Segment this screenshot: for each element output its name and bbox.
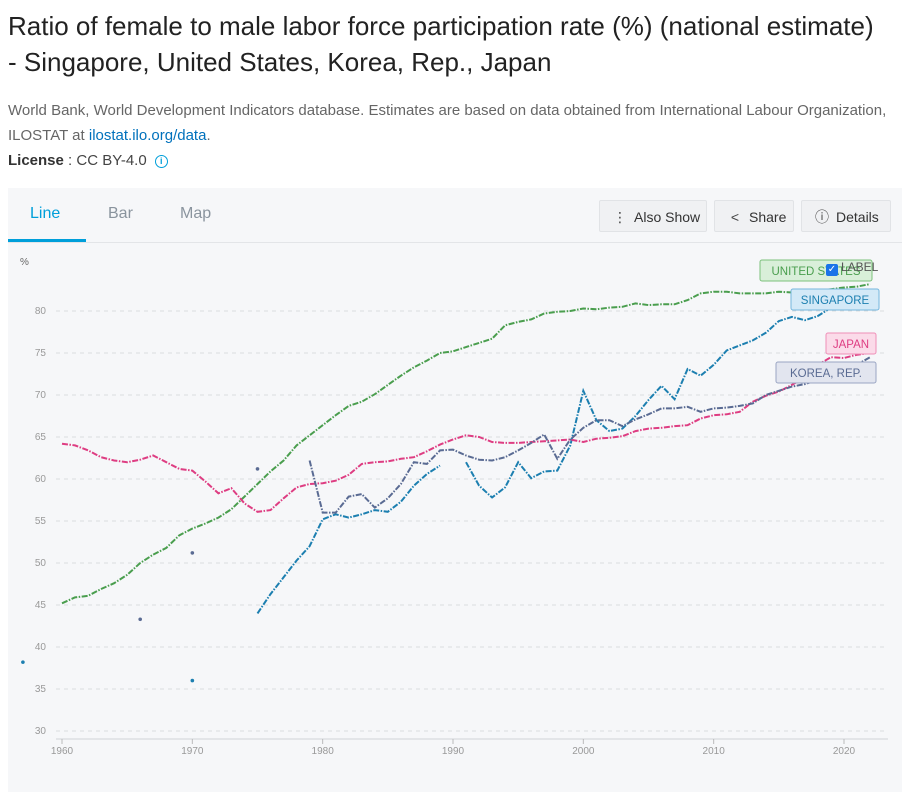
data-point [255, 467, 260, 471]
source-text: World Bank, World Development Indicators… [8, 102, 887, 144]
chart-panel: Line Bar Map ⋮ Also Show < Share ⓘ Details [8, 188, 902, 792]
label-toggle[interactable]: ✓ LABEL [826, 260, 878, 276]
series-lines [21, 283, 871, 683]
series-label-singapore[interactable]: SINGAPORE [790, 288, 880, 311]
checkbox-icon[interactable]: ✓ [826, 264, 838, 276]
y-tick-label: 75 [35, 348, 47, 359]
x-tick-label: 2020 [833, 746, 856, 757]
line-chart: 30 35 40 45 50 55 60 65 70 75 80 1960 1970 1980 1990 2… [20, 257, 888, 757]
source-note: World Bank, World Development Indicators… [8, 98, 888, 148]
x-tick-label: 2000 [572, 746, 595, 757]
page-title: Ratio of female to male labor force part… [8, 11, 874, 77]
license: License : CC BY-4.0 i [8, 152, 168, 169]
y-tick-label: 60 [35, 474, 47, 485]
y-tick-label: 45 [35, 600, 47, 611]
ilostat-link[interactable]: ilostat.ilo.org/data [88, 127, 207, 144]
share-label: Share [749, 209, 787, 225]
info-icon[interactable]: i [154, 155, 168, 168]
x-tick-label: 1970 [181, 746, 204, 757]
tab-map[interactable]: Map [180, 205, 212, 222]
x-axis-ticks: 1960 1970 1980 1990 2000 2010 2020 [51, 739, 856, 757]
series-line [61, 352, 871, 513]
y-tick-label: 35 [35, 684, 47, 695]
tab-bar: Line Bar Map ⋮ Also Show < Share ⓘ Details [8, 188, 902, 243]
tab-line[interactable]: Line [30, 205, 61, 222]
series-line [308, 356, 871, 514]
series-label-text: UNITED STATES [771, 266, 860, 278]
data-point [190, 551, 195, 555]
also-show-button[interactable]: ⋮ Also Show [599, 200, 707, 232]
series-line [465, 294, 871, 499]
license-label: License [8, 152, 64, 169]
details-label: Details [836, 209, 879, 225]
series-korea-rep[interactable] [138, 356, 871, 622]
x-tick-label: 1980 [312, 746, 335, 757]
y-tick-label: 50 [35, 558, 47, 569]
data-point [21, 660, 25, 664]
label-toggle-text: LABEL [841, 260, 879, 274]
also-show-label: Also Show [634, 209, 701, 225]
series-united-states[interactable] [61, 283, 871, 605]
y-axis-label: % [20, 257, 29, 268]
y-tick-label: 40 [35, 642, 47, 653]
series-line [256, 464, 441, 614]
y-axis-ticks: 30 35 40 45 50 55 60 65 70 75 80 [35, 306, 47, 737]
data-point [190, 678, 195, 683]
x-tick-label: 1960 [51, 746, 74, 757]
y-tick-label: 55 [35, 516, 47, 527]
source-end: . [206, 127, 211, 144]
x-tick-label: 1990 [442, 746, 465, 757]
details-button[interactable]: ⓘ Details [801, 200, 891, 232]
share-icon: < [730, 209, 740, 225]
tab-bar-chart[interactable]: Bar [108, 205, 133, 222]
series-japan[interactable] [61, 352, 871, 513]
series-label-text: JAPAN [833, 339, 869, 351]
x-tick-label: 2010 [703, 746, 726, 757]
series-label-text: KOREA, REP. [790, 368, 862, 380]
active-tab-indicator [8, 239, 86, 242]
series-label-united-states[interactable]: UNITED STATES [759, 259, 873, 282]
series-label-japan[interactable]: JAPAN [825, 332, 877, 355]
info-circle-icon: ⓘ [815, 209, 829, 225]
series-singapore[interactable] [21, 294, 871, 683]
data-point [138, 617, 142, 622]
share-button[interactable]: < Share [714, 200, 794, 232]
y-tick-label: 30 [35, 726, 47, 737]
series-labels: UNITED STATES SINGAPORE JAPAN KOREA, REP. [759, 259, 880, 384]
series-label-korea-rep[interactable]: KOREA, REP. [775, 361, 877, 384]
series-line [61, 283, 871, 605]
more-vertical-icon: ⋮ [613, 209, 627, 225]
y-tick-label: 80 [35, 306, 47, 317]
series-label-text: SINGAPORE [801, 295, 870, 307]
grid-lines [56, 310, 888, 740]
y-tick-label: 70 [35, 390, 47, 401]
y-tick-label: 65 [35, 432, 47, 443]
license-value: : CC BY-4.0 [63, 152, 147, 169]
